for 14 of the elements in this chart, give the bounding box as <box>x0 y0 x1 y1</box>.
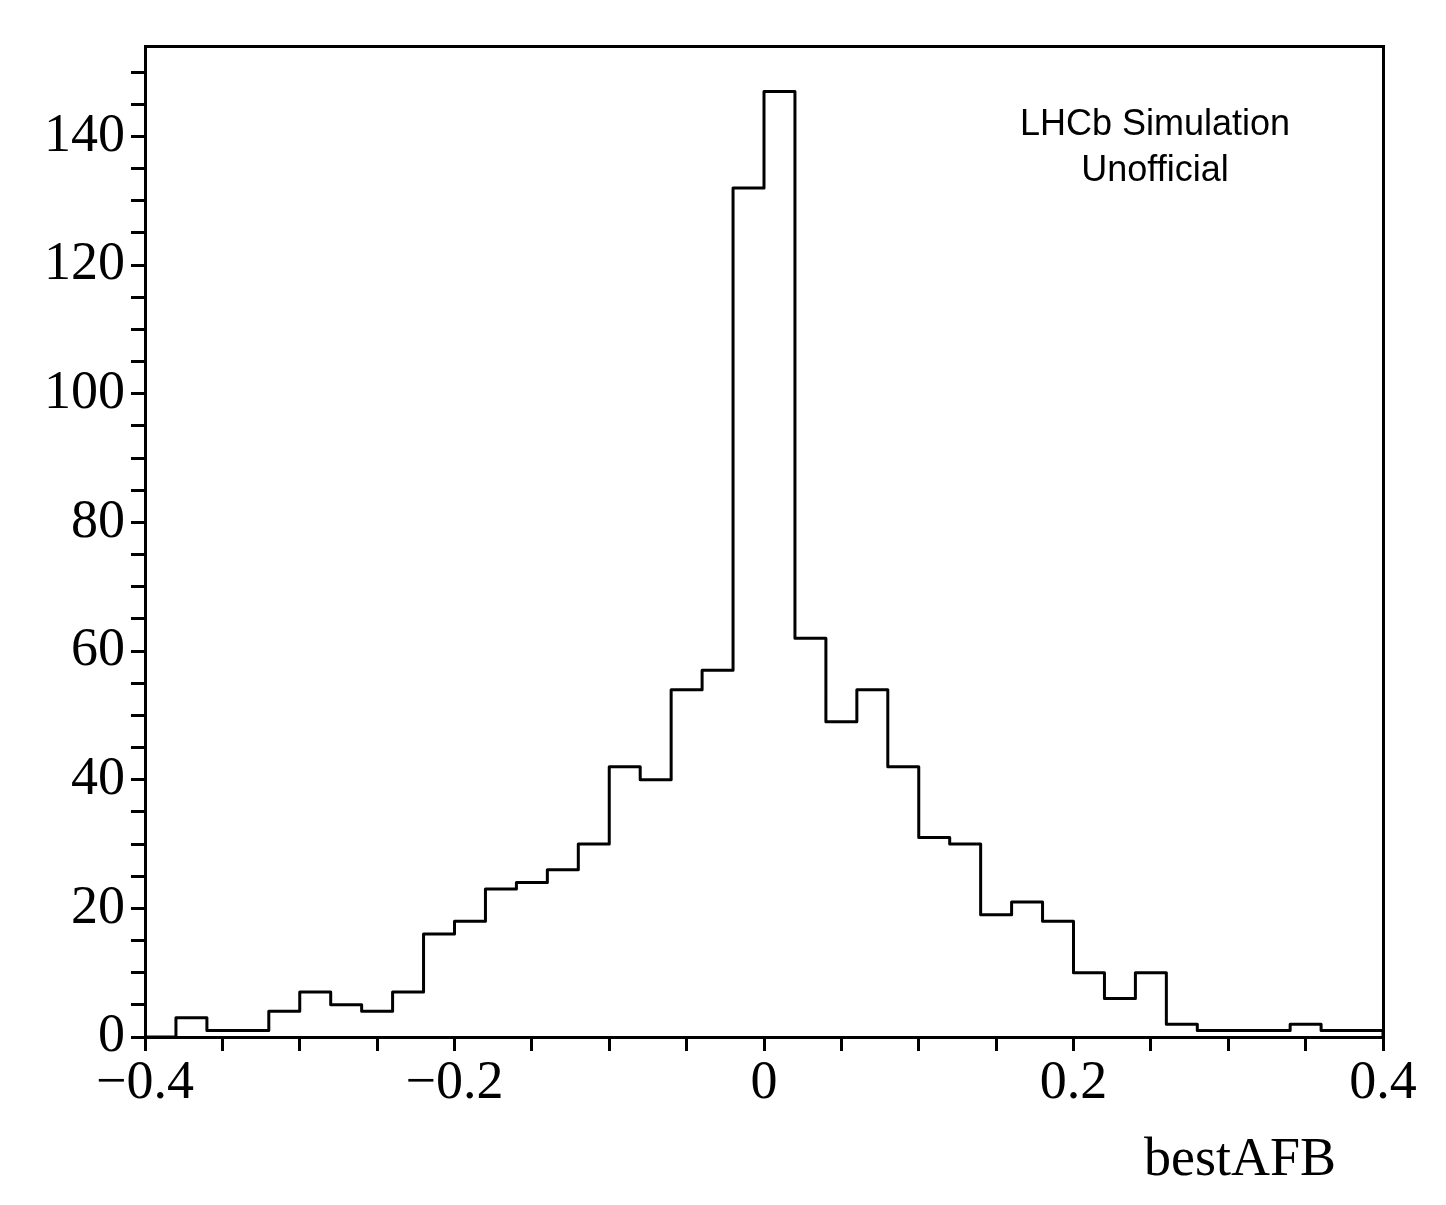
x-tick-label: 0.2 <box>1039 1049 1108 1110</box>
x-tick-label: −0.2 <box>405 1049 504 1110</box>
x-axis-title: bestAFB <box>1143 1127 1336 1188</box>
y-tick-label: 60 <box>71 617 125 678</box>
annotation: LHCb Simulation <box>1019 101 1291 143</box>
y-tick-label: 80 <box>71 488 125 549</box>
annotation: Unofficial <box>1081 147 1229 189</box>
x-tick-label: 0.4 <box>1349 1049 1417 1110</box>
y-tick-label: 40 <box>71 745 125 806</box>
y-tick-label: 120 <box>44 231 125 292</box>
y-tick-label: 20 <box>71 874 125 935</box>
y-tick-label: 100 <box>44 359 125 420</box>
y-tick-label: 140 <box>44 102 125 163</box>
x-tick-label: 0 <box>750 1049 778 1110</box>
